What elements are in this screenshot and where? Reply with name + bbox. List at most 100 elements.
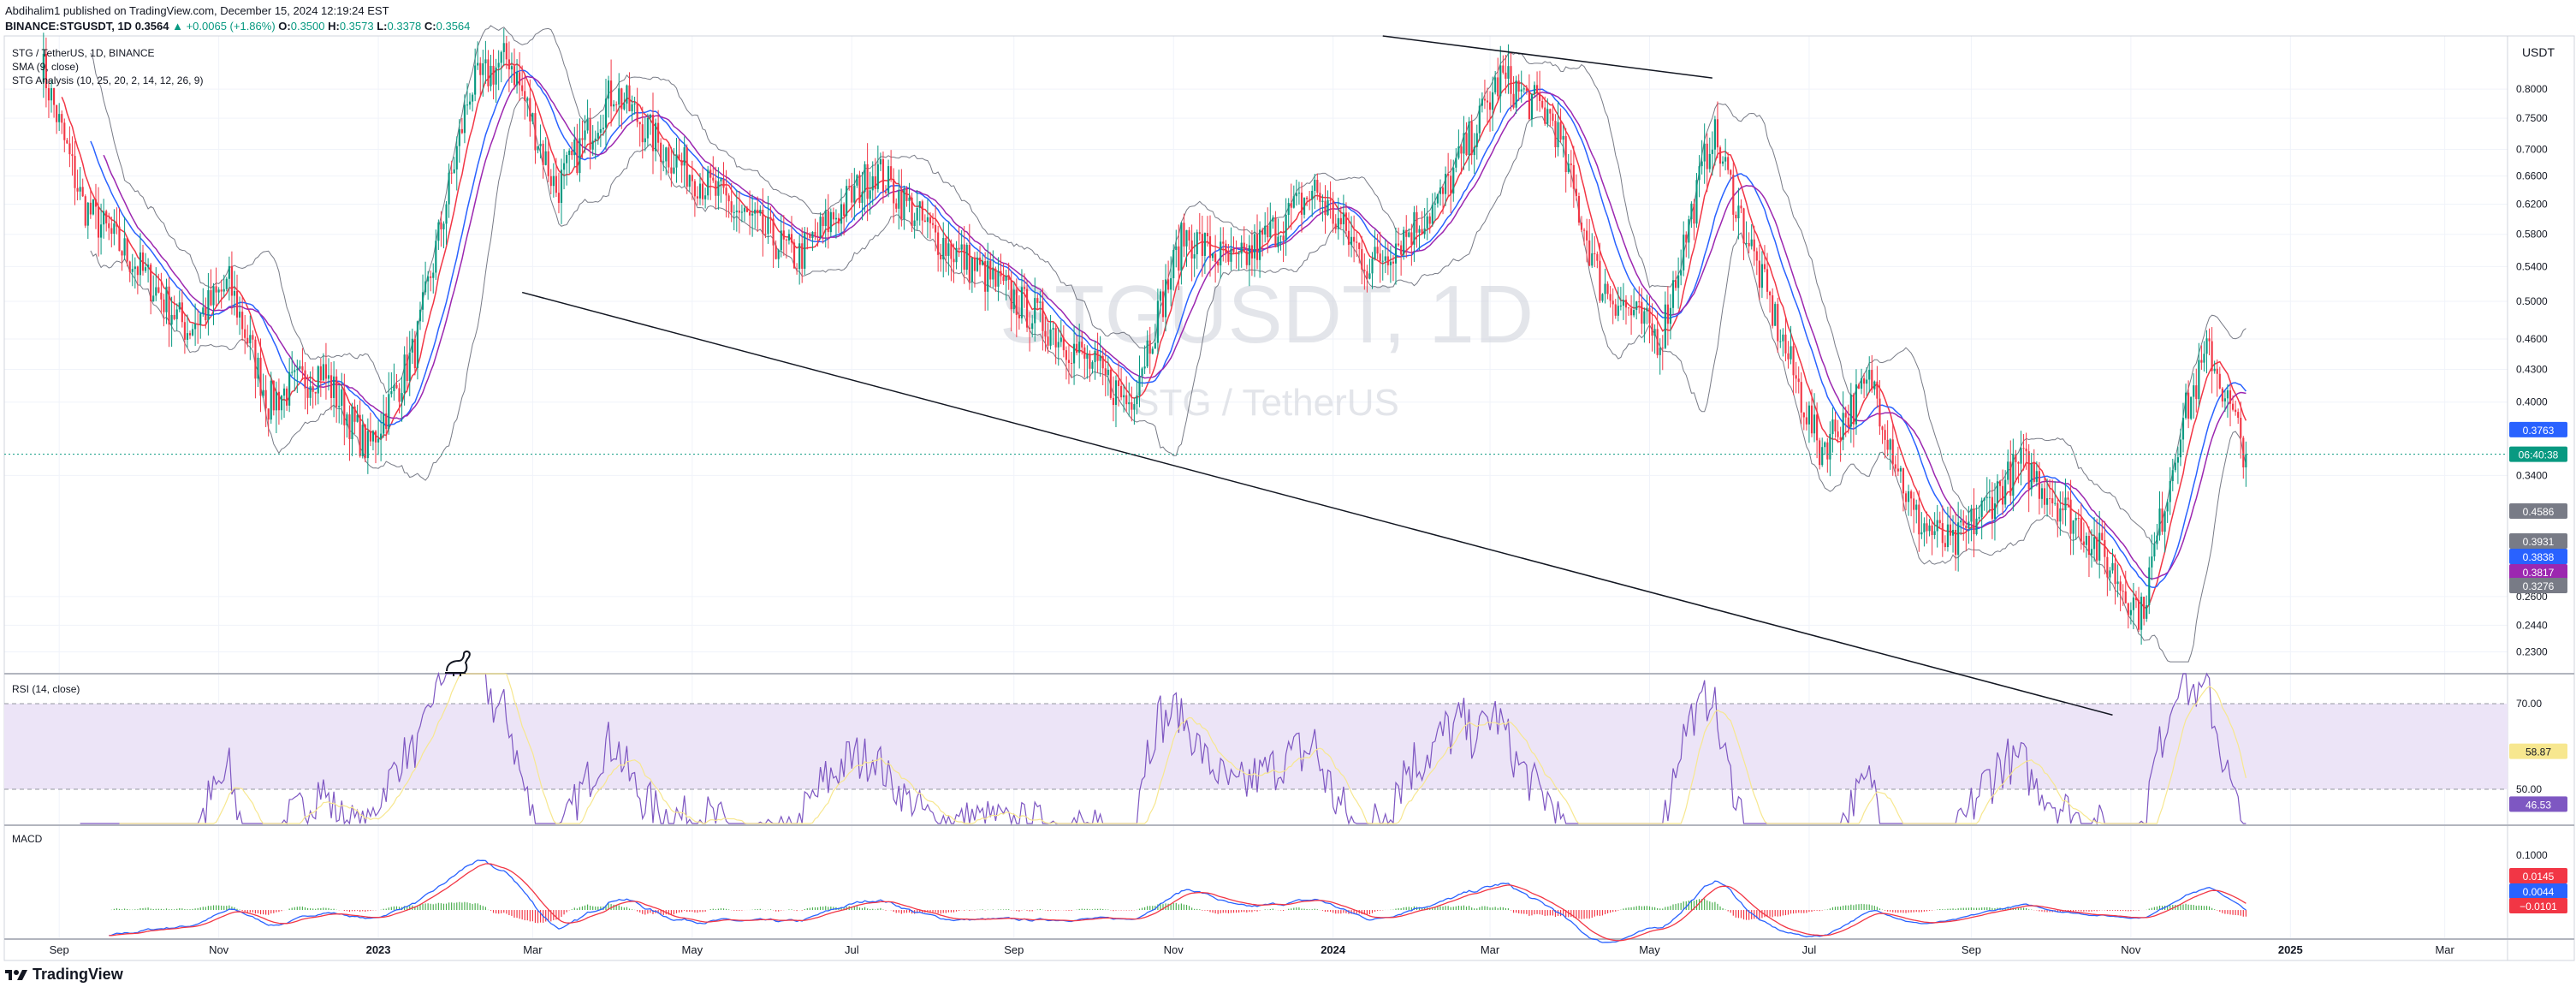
candle-body — [1624, 300, 1628, 308]
sma-9-line — [61, 62, 2247, 609]
candle-body — [874, 176, 876, 189]
candle-body — [1321, 200, 1324, 202]
candle-body — [668, 147, 670, 168]
candle-body — [665, 147, 668, 162]
candle-body — [1611, 300, 1614, 305]
candle-body — [1164, 279, 1167, 318]
candle-body — [58, 114, 61, 122]
candle-body — [1091, 362, 1094, 369]
candle-body — [1559, 122, 1562, 140]
candle-body — [816, 235, 819, 237]
candle-body — [282, 388, 286, 396]
candle-body — [2229, 390, 2232, 404]
candle-body — [717, 181, 720, 196]
legend-symbol: STG / TetherUS, 1D, BINANCE — [12, 47, 155, 59]
candle-body — [1586, 230, 1588, 241]
candle-body — [903, 189, 905, 219]
candle-body — [1730, 169, 1732, 175]
candle-body — [1000, 271, 1002, 276]
candle-body — [798, 243, 801, 270]
candle-body — [589, 119, 591, 150]
candle-body — [623, 104, 626, 110]
candle-body — [2015, 454, 2017, 462]
candle-body — [1159, 291, 1162, 301]
candle-body — [401, 393, 403, 402]
candle-body — [116, 223, 118, 227]
price-tick-label: 0.7000 — [2516, 144, 2548, 156]
candle-body — [134, 266, 136, 270]
candle-body — [644, 138, 646, 143]
candle-body — [1376, 247, 1379, 254]
candle-body — [1913, 498, 1915, 510]
candle-body — [1580, 222, 1583, 230]
candle-body — [1418, 229, 1421, 233]
candle-body — [1933, 531, 1936, 535]
candle-body — [1023, 287, 1026, 289]
rsi-label-text: 58.87 — [2526, 746, 2551, 758]
candle-body — [1938, 520, 1941, 524]
candle-body — [1792, 346, 1795, 376]
price-tick-label: 0.4300 — [2516, 364, 2548, 376]
candle-body — [785, 239, 787, 241]
candle-body — [1653, 329, 1656, 336]
candle-body — [1837, 431, 1839, 437]
candle-body — [1926, 523, 1928, 532]
candle-body — [1510, 66, 1512, 94]
candle-body — [688, 175, 691, 187]
candle-body — [1114, 380, 1118, 406]
candle-body — [638, 122, 641, 125]
candle-body — [1151, 348, 1154, 354]
candle-body — [1528, 91, 1530, 120]
candle-body — [660, 142, 662, 163]
candle-body — [1274, 217, 1277, 247]
candle-body — [881, 159, 885, 192]
candle-body — [1475, 133, 1478, 147]
candle-body — [542, 143, 544, 165]
candle-body — [453, 169, 455, 174]
time-tick-label: 2025 — [2278, 943, 2303, 956]
tradingview-logo-icon — [5, 969, 27, 980]
candle-body — [1732, 175, 1735, 215]
candle-body — [2240, 418, 2242, 438]
candle-body — [353, 406, 356, 422]
candle-body — [1025, 288, 1029, 328]
candle-body — [1601, 294, 1604, 301]
candle-body — [2146, 605, 2148, 619]
candle-body — [1497, 77, 1499, 97]
candle-body — [1819, 440, 1821, 466]
candle-body — [547, 151, 549, 176]
candle-body — [604, 98, 608, 128]
candle-body — [898, 190, 900, 209]
candle-body — [1727, 157, 1730, 170]
candle-body — [613, 104, 615, 107]
pane-borders — [3, 35, 2575, 961]
candle-body — [916, 207, 918, 221]
candle-body — [555, 175, 557, 193]
candle-body — [2114, 562, 2116, 585]
candle-body — [2082, 541, 2085, 545]
candle-body — [2111, 562, 2114, 571]
candle-body — [1073, 343, 1076, 364]
candle-body — [1329, 199, 1332, 201]
candle-body — [1081, 342, 1083, 348]
candle-body — [780, 230, 782, 251]
candle-body — [900, 190, 903, 219]
candle-body — [1494, 77, 1497, 92]
watermark-name: STG / TetherUS — [1134, 382, 1399, 424]
candle-body — [649, 114, 652, 118]
candle-body — [591, 140, 594, 150]
candle-body — [1957, 522, 1960, 556]
candle-body — [1515, 80, 1517, 108]
candle-body — [272, 380, 275, 411]
candle-body — [1834, 419, 1837, 431]
candle-body — [1884, 430, 1886, 440]
candle-body — [1034, 298, 1036, 324]
candle-body — [571, 150, 573, 156]
time-tick-label: Sep — [1004, 943, 1024, 956]
candle-body — [767, 217, 769, 235]
legend-analysis: STG Analysis (10, 25, 20, 2, 14, 12, 26,… — [12, 74, 203, 86]
candle-body — [615, 104, 618, 105]
candle-body — [566, 155, 568, 164]
candle-body — [641, 124, 644, 143]
